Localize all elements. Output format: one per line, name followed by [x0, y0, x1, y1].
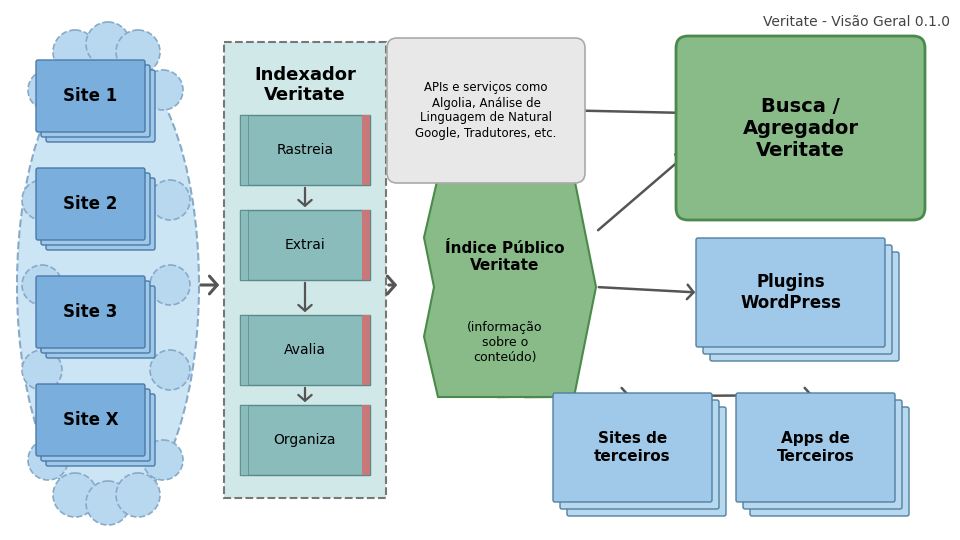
FancyBboxPatch shape — [743, 400, 902, 509]
FancyBboxPatch shape — [240, 210, 370, 280]
Ellipse shape — [17, 55, 199, 515]
FancyBboxPatch shape — [696, 238, 885, 347]
Circle shape — [116, 30, 160, 74]
Text: Plugins
WordPress: Plugins WordPress — [740, 273, 841, 312]
Text: (informação
sobre o
conteúdo): (informação sobre o conteúdo) — [468, 321, 542, 363]
FancyBboxPatch shape — [362, 210, 370, 280]
Text: Site X: Site X — [62, 411, 118, 429]
FancyBboxPatch shape — [36, 60, 145, 132]
Circle shape — [143, 440, 183, 480]
Circle shape — [22, 265, 62, 305]
Circle shape — [22, 350, 62, 390]
Circle shape — [143, 70, 183, 110]
FancyBboxPatch shape — [750, 407, 909, 516]
FancyBboxPatch shape — [240, 115, 370, 185]
FancyBboxPatch shape — [567, 407, 726, 516]
FancyBboxPatch shape — [36, 276, 145, 348]
Text: Apps de
Terceiros: Apps de Terceiros — [777, 431, 854, 464]
FancyBboxPatch shape — [736, 393, 895, 502]
FancyBboxPatch shape — [41, 65, 150, 137]
Circle shape — [150, 265, 190, 305]
Text: Sites de
terceiros: Sites de terceiros — [594, 431, 671, 464]
Circle shape — [53, 30, 97, 74]
FancyBboxPatch shape — [560, 400, 719, 509]
Circle shape — [53, 473, 97, 517]
FancyBboxPatch shape — [240, 315, 248, 385]
FancyBboxPatch shape — [46, 70, 155, 142]
Text: Indexador
Veritate: Indexador Veritate — [254, 65, 356, 104]
FancyBboxPatch shape — [46, 394, 155, 466]
Text: Veritate - Visão Geral 0.1.0: Veritate - Visão Geral 0.1.0 — [763, 15, 950, 29]
FancyBboxPatch shape — [46, 178, 155, 250]
Text: Organiza: Organiza — [274, 433, 336, 447]
FancyBboxPatch shape — [41, 173, 150, 245]
Polygon shape — [424, 177, 596, 397]
FancyBboxPatch shape — [676, 36, 925, 220]
Text: Site 3: Site 3 — [63, 303, 118, 321]
FancyBboxPatch shape — [703, 245, 892, 354]
FancyBboxPatch shape — [240, 405, 248, 475]
Circle shape — [22, 180, 62, 220]
FancyBboxPatch shape — [387, 38, 585, 183]
Text: Índice Público
Veritate: Índice Público Veritate — [445, 241, 564, 273]
FancyBboxPatch shape — [553, 393, 712, 502]
FancyBboxPatch shape — [240, 115, 248, 185]
FancyBboxPatch shape — [224, 42, 386, 498]
Text: Extrai: Extrai — [284, 238, 325, 252]
Text: Site 2: Site 2 — [63, 195, 118, 213]
FancyBboxPatch shape — [362, 405, 370, 475]
FancyBboxPatch shape — [240, 210, 248, 280]
FancyBboxPatch shape — [240, 315, 370, 385]
Circle shape — [86, 481, 130, 525]
FancyBboxPatch shape — [41, 281, 150, 353]
Text: APIs e serviços como
Algolia, Análise de
Linguagem de Natural
Google, Tradutores: APIs e serviços como Algolia, Análise de… — [416, 82, 557, 139]
FancyBboxPatch shape — [41, 389, 150, 461]
Text: Busca /
Agregador
Veritate: Busca / Agregador Veritate — [742, 97, 858, 159]
Circle shape — [150, 180, 190, 220]
FancyBboxPatch shape — [46, 286, 155, 358]
Text: Rastreia: Rastreia — [276, 143, 333, 157]
FancyBboxPatch shape — [36, 384, 145, 456]
Circle shape — [86, 22, 130, 66]
Circle shape — [28, 440, 68, 480]
Circle shape — [150, 350, 190, 390]
Text: Avalia: Avalia — [284, 343, 326, 357]
Text: Site 1: Site 1 — [63, 87, 118, 105]
FancyBboxPatch shape — [710, 252, 899, 361]
FancyBboxPatch shape — [240, 405, 370, 475]
FancyBboxPatch shape — [36, 168, 145, 240]
Circle shape — [116, 473, 160, 517]
Circle shape — [28, 70, 68, 110]
FancyBboxPatch shape — [362, 115, 370, 185]
FancyBboxPatch shape — [362, 315, 370, 385]
